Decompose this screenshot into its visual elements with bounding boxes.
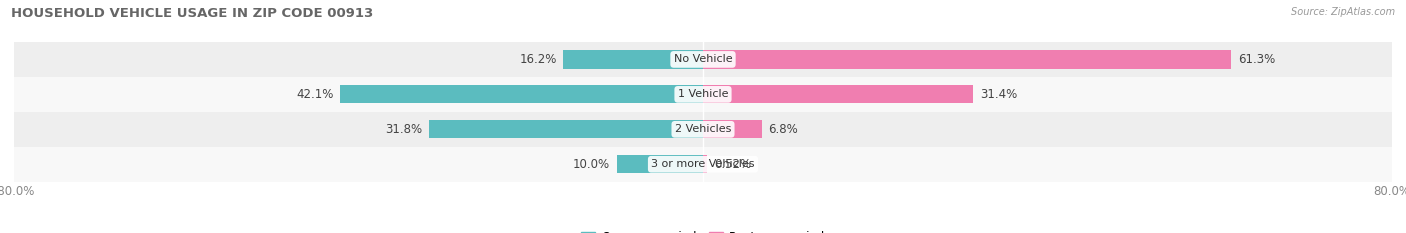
- Bar: [0, 147, 1406, 182]
- Bar: [340, 85, 703, 103]
- Text: 61.3%: 61.3%: [1237, 53, 1275, 66]
- Bar: [703, 155, 707, 173]
- Text: No Vehicle: No Vehicle: [673, 55, 733, 64]
- Text: Source: ZipAtlas.com: Source: ZipAtlas.com: [1291, 7, 1395, 17]
- Text: 31.4%: 31.4%: [980, 88, 1018, 101]
- Bar: [703, 85, 973, 103]
- Text: 16.2%: 16.2%: [519, 53, 557, 66]
- Bar: [429, 120, 703, 138]
- Text: 1 Vehicle: 1 Vehicle: [678, 89, 728, 99]
- Bar: [703, 120, 762, 138]
- Bar: [703, 50, 1230, 69]
- Text: 6.8%: 6.8%: [769, 123, 799, 136]
- Text: HOUSEHOLD VEHICLE USAGE IN ZIP CODE 00913: HOUSEHOLD VEHICLE USAGE IN ZIP CODE 0091…: [11, 7, 374, 20]
- Text: 42.1%: 42.1%: [297, 88, 333, 101]
- Bar: [0, 42, 1406, 77]
- Text: 3 or more Vehicles: 3 or more Vehicles: [651, 159, 755, 169]
- Text: 31.8%: 31.8%: [385, 123, 422, 136]
- Bar: [0, 77, 1406, 112]
- Bar: [0, 112, 1406, 147]
- Text: 10.0%: 10.0%: [572, 158, 610, 171]
- Bar: [617, 155, 703, 173]
- Text: 0.52%: 0.52%: [714, 158, 751, 171]
- Text: 2 Vehicles: 2 Vehicles: [675, 124, 731, 134]
- Legend: Owner-occupied, Renter-occupied: Owner-occupied, Renter-occupied: [576, 226, 830, 233]
- Bar: [564, 50, 703, 69]
